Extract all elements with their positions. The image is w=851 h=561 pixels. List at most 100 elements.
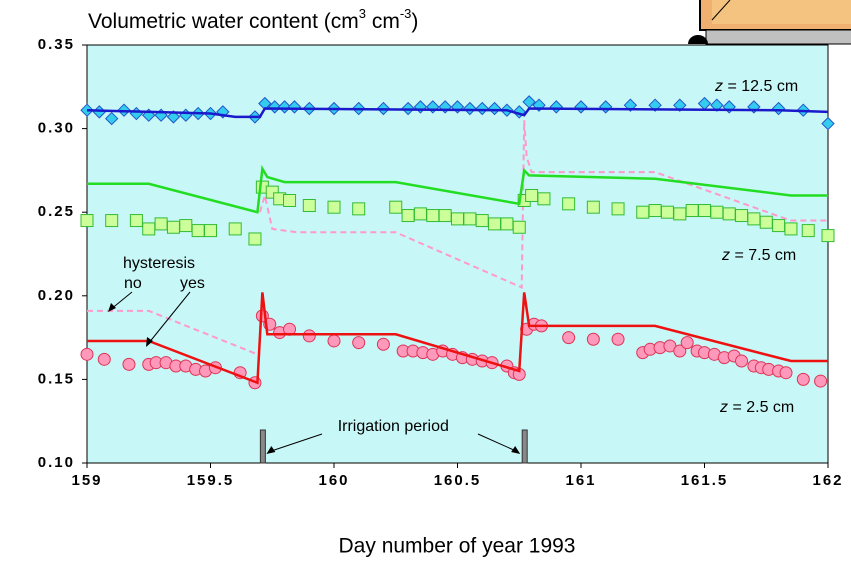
marker: [562, 331, 576, 345]
marker: [586, 332, 600, 346]
marker: [673, 98, 687, 112]
marker: [673, 344, 687, 358]
chart-title: Volumetric water content (cm3 cm-3): [88, 6, 418, 32]
depth-text: = 12.5 cm: [723, 78, 798, 95]
marker: [537, 192, 551, 206]
marker: [611, 202, 625, 216]
marker: [302, 329, 316, 343]
marker: [512, 220, 526, 234]
marker: [97, 352, 111, 366]
irrigation-bar: [521, 429, 528, 464]
inset-base: [705, 29, 851, 45]
irrigation-label: Irrigation period: [338, 418, 449, 435]
marker: [673, 207, 687, 221]
y-tick-label: 0.20: [38, 287, 75, 304]
title-sup: -3: [400, 6, 412, 21]
marker: [562, 197, 576, 211]
arrowhead: [266, 446, 276, 454]
arrow: [268, 433, 323, 453]
marker: [352, 202, 366, 216]
marker: [821, 229, 835, 243]
marker: [525, 188, 539, 202]
depth-label: z = 12.5 cm: [714, 78, 798, 95]
marker: [475, 214, 489, 228]
marker: [166, 220, 180, 234]
marker: [586, 200, 600, 214]
marker: [636, 205, 650, 219]
marker: [142, 222, 156, 236]
depth-label: z = 2.5 cm: [719, 399, 794, 416]
marker: [389, 200, 403, 214]
irrigation-bar: [259, 429, 266, 464]
marker: [698, 204, 711, 218]
hysteresis-no: no: [124, 275, 142, 292]
x-tick-label: 162: [812, 472, 843, 489]
marker: [248, 232, 262, 246]
marker: [463, 212, 477, 226]
marker: [352, 336, 366, 350]
y-tick-label: 0.10: [38, 454, 75, 471]
marker: [80, 214, 94, 228]
marker: [801, 224, 815, 238]
marker: [779, 366, 793, 380]
marker: [327, 334, 341, 348]
marker: [488, 217, 502, 231]
marker: [80, 347, 94, 361]
marker: [401, 209, 415, 223]
model-line: [87, 292, 828, 385]
hysteresis-yes: yes: [180, 275, 205, 292]
arrowhead: [108, 303, 116, 312]
marker: [283, 193, 297, 207]
marker: [747, 212, 761, 226]
marker: [722, 207, 736, 221]
y-tick-label: 0.30: [38, 120, 75, 137]
marker: [129, 214, 143, 228]
marker: [611, 332, 625, 346]
marker: [710, 98, 724, 112]
title-text: cm: [366, 10, 400, 33]
x-tick-label: 159.5: [187, 472, 235, 489]
inset-sensor: [688, 35, 708, 44]
model-line: [86, 107, 829, 119]
hysteresis-label: hysteresis: [123, 255, 195, 272]
marker: [179, 219, 193, 233]
arrowhead: [511, 446, 521, 454]
marker: [204, 224, 217, 238]
marker: [191, 224, 205, 238]
marker: [438, 209, 452, 223]
marker: [463, 101, 477, 116]
marker: [302, 199, 316, 213]
depth-var: z: [721, 247, 730, 264]
marker: [648, 204, 662, 218]
marker: [772, 219, 786, 233]
depth-var: z: [714, 78, 723, 95]
y-tick-label: 0.35: [38, 36, 75, 53]
arrow: [147, 291, 191, 345]
marker: [710, 205, 724, 219]
marker: [685, 204, 699, 218]
marker: [660, 205, 674, 219]
model-line-no-hysteresis: [87, 309, 258, 356]
model-line: [87, 164, 828, 214]
marker: [821, 116, 835, 131]
marker: [814, 374, 828, 388]
marker: [426, 209, 440, 223]
x-tick-label: 159: [71, 472, 102, 489]
depth-text: = 2.5 cm: [728, 399, 794, 416]
x-tick-label: 161.5: [681, 472, 729, 489]
title-sup: 3: [359, 6, 366, 21]
x-tick-label: 160: [318, 472, 349, 489]
marker: [327, 200, 341, 214]
marker: [475, 101, 489, 116]
marker: [500, 217, 514, 231]
arrowhead: [146, 337, 153, 347]
y-tick-label: 0.15: [38, 370, 75, 387]
marker: [784, 222, 798, 236]
depth-var: z: [719, 399, 728, 416]
marker: [122, 357, 136, 371]
marker: [451, 212, 464, 226]
y-tick-label: 0.25: [38, 203, 75, 220]
marker: [228, 222, 242, 236]
